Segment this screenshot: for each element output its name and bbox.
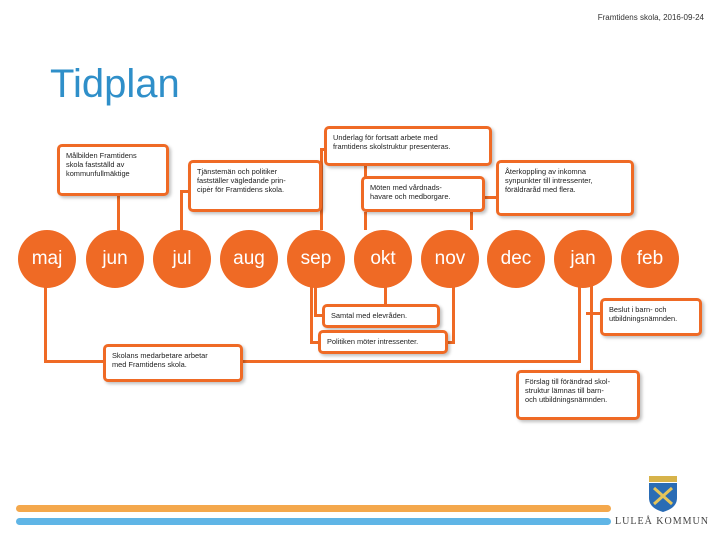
connector-line [364,212,367,230]
note-aterkoppling: Återkoppling av inkomna synpunkter till … [496,160,634,216]
connector-line [310,341,320,344]
note-forslag: Förslag till förändrad skol- struktur lä… [516,370,640,420]
page-title: Tidplan [50,62,180,106]
note-underlag: Underlag för fortsatt arbete med framtid… [324,126,492,166]
month-circle-maj: maj [18,230,76,288]
month-circle-jan: jan [554,230,612,288]
connector-line [586,312,600,315]
connector-line [384,286,387,316]
connector-line [180,190,183,232]
note-samtal: Samtal med elevråden. [322,304,440,328]
connector-line [470,196,473,230]
connector-line [590,286,593,398]
connector-line [452,286,455,344]
connector-line [241,360,581,363]
logo-text: LULEÅ KOMMUN [615,516,709,527]
month-circle-okt: okt [354,230,412,288]
footer-bar-orange [16,505,611,512]
connector-line [314,314,324,317]
footer-bar-blue [16,518,611,525]
month-circle-nov: nov [421,230,479,288]
note-skolans: Skolans medarbetare arbetar med Framtide… [103,344,243,382]
note-malbilden: Målbilden Framtidens skola fastställd av… [57,144,169,196]
month-circle-dec: dec [487,230,545,288]
connector-line [310,286,313,344]
lulea-kommun-logo: LULEÅ KOMMUN [614,474,710,534]
note-tjansteman: Tjänstemän och politiker fastställer väg… [188,160,322,212]
crest-icon [649,476,677,512]
month-circle-jun: jun [86,230,144,288]
header-note: Framtidens skola, 2016-09-24 [597,13,704,22]
connector-line [44,360,104,363]
note-politiken: Politiken möter intressenter. [318,330,448,354]
month-circle-sep: sep [287,230,345,288]
connector-line [364,166,367,178]
connector-line [44,286,47,362]
connector-line [180,190,190,193]
month-circle-jul: jul [153,230,211,288]
connector-line [117,196,120,232]
month-circle-feb: feb [621,230,679,288]
connector-line [446,341,455,344]
connector-line [578,286,581,362]
connector-line [314,286,317,316]
month-circle-aug: aug [220,230,278,288]
note-beslut: Beslut i barn- och utbildningsnämnden. [600,298,702,336]
note-moten: Möten med vårdnads- havare och medborgar… [361,176,485,212]
